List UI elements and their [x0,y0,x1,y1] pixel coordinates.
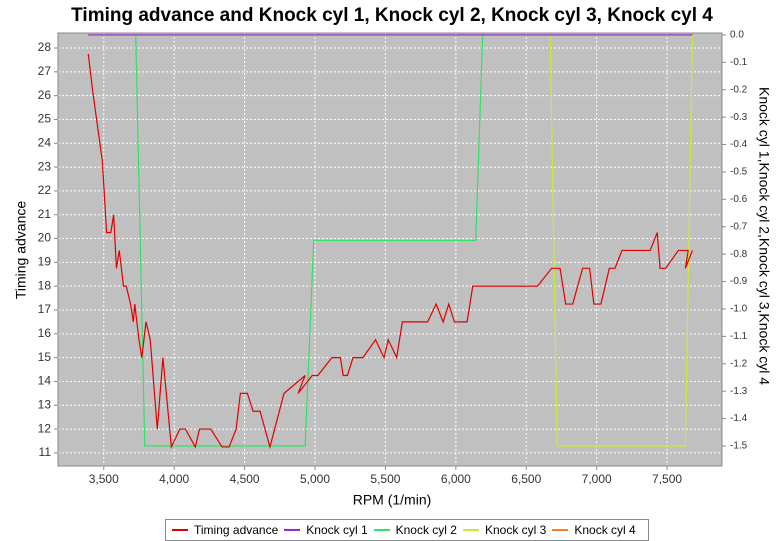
y-tick-label: 19 [38,255,52,269]
y2-tick-label: -1.2 [730,358,748,369]
chart-title: Timing advance and Knock cyl 1, Knock cy… [71,5,713,26]
x-tick-label: 4,500 [230,472,260,486]
y2-tick-label: -0.5 [730,167,748,178]
y2-tick-label: -0.7 [730,221,748,232]
y2-tick-label: -0.9 [730,276,748,287]
y-tick-label: 25 [38,112,52,126]
legend-label: Knock cyl 2 [395,523,457,537]
legend-swatch [552,529,569,531]
y-tick-label: 21 [38,207,52,221]
y2-tick-label: -0.3 [730,112,748,123]
y2-tick-label: -0.1 [730,57,748,68]
y-tick-label: 28 [38,40,52,54]
legend-item: Knock cyl 4 [552,523,636,537]
legend-item: Timing advance [172,523,278,537]
y-tick-label: 13 [38,397,52,411]
y-tick-label: 24 [38,135,52,149]
y-tick-label: 17 [38,302,52,316]
legend-label: Timing advance [194,523,279,537]
x-tick-label: 3,500 [89,472,119,486]
x-tick-label: 4,000 [159,472,189,486]
x-axis-title: RPM (1/min) [353,492,432,508]
y-tick-label: 26 [38,88,52,102]
plot-area [58,33,722,466]
y-tick-label: 15 [38,350,52,364]
legend-item: Knock cyl 2 [373,523,457,537]
y-tick-label: 18 [38,278,52,292]
x-tick-label: 5,000 [300,472,330,486]
y-axis-title: Timing advance [13,201,29,300]
y2-tick-label: 0.0 [730,30,744,41]
y2-tick-label: -0.6 [730,194,748,205]
y2-tick-label: -1.3 [730,386,748,397]
series-line [87,53,693,450]
legend: Timing advance Knock cyl 1 Knock cyl 2 Knoc… [165,519,649,541]
legend-swatch [462,529,479,531]
y2-tick-label: -1.1 [730,331,748,342]
y2-tick-label: -1.5 [730,441,748,452]
legend-swatch [373,529,390,531]
x-tick-label: 7,000 [582,472,612,486]
legend-label: Knock cyl 3 [484,523,547,537]
y-tick-label: 14 [38,374,52,388]
series-line [549,34,694,447]
y-tick-label: 12 [38,421,52,435]
legend-label: Knock cyl 4 [574,523,636,537]
y2-tick-label: -1.0 [730,304,748,315]
x-tick-label: 5,500 [370,472,400,486]
y2-tick-label: -0.4 [730,139,748,150]
y-tick-label: 27 [38,64,52,78]
y2-tick-label: -1.4 [730,413,748,424]
legend-swatch [284,529,301,531]
y-tick-label: 20 [38,231,52,245]
legend-label: Knock cyl 1 [306,523,368,537]
x-tick-label: 7,500 [652,472,682,486]
y-tick-label: 11 [39,445,52,459]
series-line [135,34,484,447]
y-tick-label: 16 [38,326,52,340]
y-tick-label: 22 [38,183,52,197]
legend-item: Knock cyl 1 [284,523,368,537]
plot-border [57,32,723,467]
y2-axis-title: Knock cyl 1,Knock cyl 2,Knock cyl 3,Knoc… [756,87,772,385]
y2-tick-label: -0.2 [730,84,748,95]
y-tick-label: 23 [38,159,52,173]
x-tick-label: 6,500 [511,472,541,486]
y2-tick-label: -0.8 [730,249,748,260]
legend-item: Knock cyl 3 [462,523,547,537]
legend-swatch [172,529,188,531]
x-tick-label: 6,000 [441,472,471,486]
